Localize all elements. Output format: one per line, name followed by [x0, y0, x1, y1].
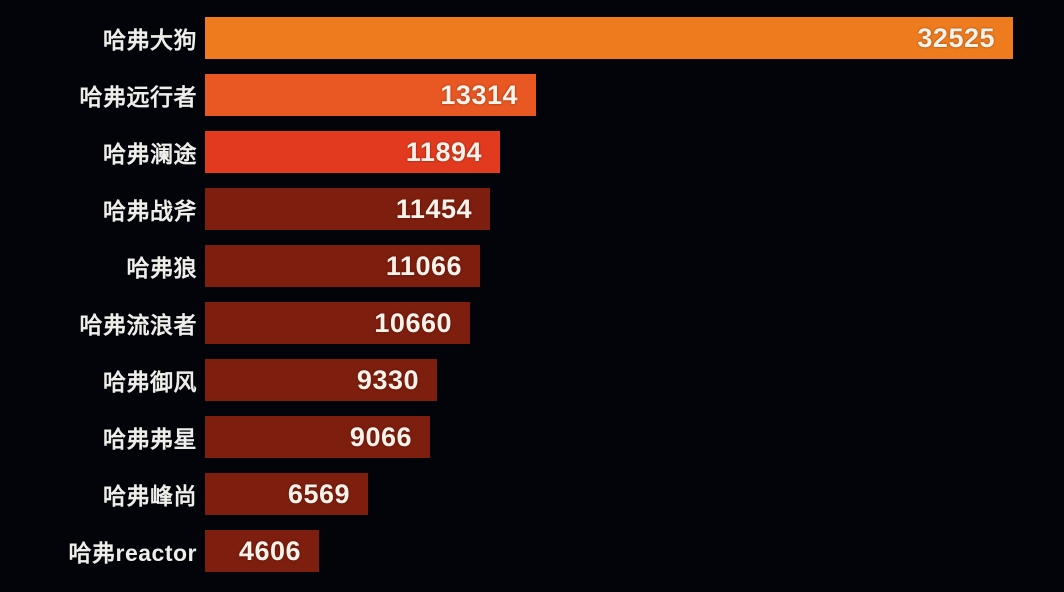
bar-label: 哈弗弗星 — [103, 426, 197, 452]
bar-value: 13314 — [440, 79, 518, 110]
bar-row: 哈弗远行者 13314 — [0, 74, 1064, 116]
bar-track: 9330 — [205, 359, 1064, 401]
bar-row: 哈弗澜途 11894 — [0, 131, 1064, 173]
bar: 13314 — [205, 74, 536, 116]
bar-value: 9066 — [349, 421, 412, 452]
bar-value: 4606 — [238, 535, 301, 566]
bar-row: 哈弗峰尚 6569 — [0, 473, 1064, 515]
bar-row: 哈弗狼 11066 — [0, 245, 1064, 287]
bar: 11894 — [205, 131, 500, 173]
bar-track: 11894 — [205, 131, 1064, 173]
bar-label: 哈弗战斧 — [103, 198, 197, 224]
bar-row: 哈弗御风 9330 — [0, 359, 1064, 401]
bar: 32525 — [205, 17, 1013, 59]
bar-value: 10660 — [374, 307, 452, 338]
bar-label: 哈弗流浪者 — [79, 312, 197, 338]
bar-label: 哈弗狼 — [126, 255, 197, 281]
bar-label: 哈弗御风 — [103, 369, 197, 395]
bar-row: 哈弗弗星 9066 — [0, 416, 1064, 458]
bar-label: 哈弗澜途 — [103, 141, 197, 167]
bar: 11454 — [205, 188, 490, 230]
bar-label: 哈弗大狗 — [103, 27, 197, 53]
bar-track: 11454 — [205, 188, 1064, 230]
bar: 4606 — [205, 530, 319, 572]
bar-value: 6569 — [287, 478, 350, 509]
bar-rows-container: 哈弗大狗 32525 哈弗远行者 13314 哈弗澜途 11894 哈弗战斧 1… — [0, 17, 1064, 587]
bar-track: 6569 — [205, 473, 1064, 515]
bar-value: 32525 — [917, 22, 995, 53]
bar-value: 9330 — [356, 364, 419, 395]
bar-track: 13314 — [205, 74, 1064, 116]
bar-track: 11066 — [205, 245, 1064, 287]
bar-label: 哈弗远行者 — [79, 84, 197, 110]
bar-track: 9066 — [205, 416, 1064, 458]
bar: 11066 — [205, 245, 480, 287]
bar: 9066 — [205, 416, 430, 458]
bar-track: 32525 — [205, 17, 1064, 59]
bar-value: 11066 — [385, 250, 462, 281]
bar-row: 哈弗战斧 11454 — [0, 188, 1064, 230]
bar-track: 4606 — [205, 530, 1064, 572]
bar-track: 10660 — [205, 302, 1064, 344]
bar: 10660 — [205, 302, 470, 344]
bar-row: 哈弗reactor 4606 — [0, 530, 1064, 572]
bar-label: 哈弗reactor — [68, 540, 197, 566]
bar: 9330 — [205, 359, 437, 401]
bar: 6569 — [205, 473, 368, 515]
bar-row: 哈弗大狗 32525 — [0, 17, 1064, 59]
bar-value: 11454 — [395, 193, 472, 224]
bar-label: 哈弗峰尚 — [103, 483, 197, 509]
bar-value: 11894 — [405, 136, 482, 167]
bar-row: 哈弗流浪者 10660 — [0, 302, 1064, 344]
